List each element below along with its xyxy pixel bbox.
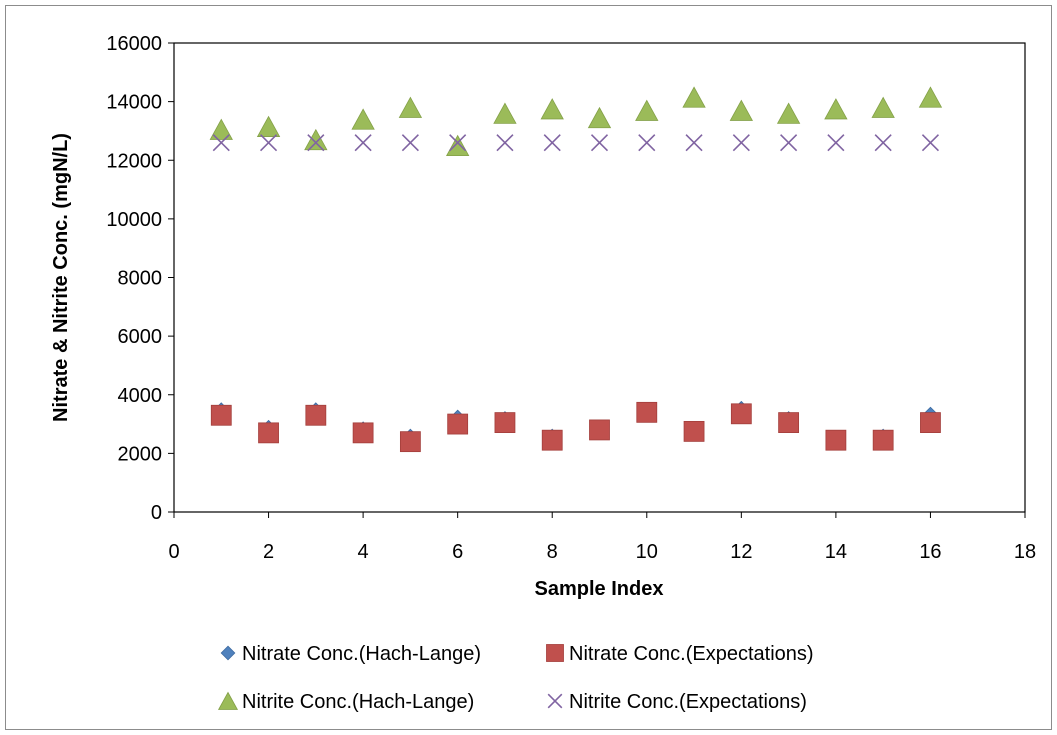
- data-point-square: [683, 420, 705, 442]
- data-point-square: [778, 412, 800, 433]
- data-point-square: [494, 412, 516, 433]
- x-axis-ticks: 0 2 4 6 8 10 12 14 16 18: [168, 512, 1036, 563]
- x-tick-label: 12: [730, 541, 752, 563]
- data-point-x: [496, 134, 514, 152]
- data-point-x: [449, 134, 467, 152]
- y-tick-label: 10000: [106, 209, 162, 231]
- data-point-triangle: [635, 99, 659, 121]
- data-point-triangle: [587, 106, 612, 129]
- data-point-x: [685, 134, 703, 152]
- data-point-triangle: [445, 134, 470, 156]
- data-point-x: [543, 134, 561, 152]
- y-tick-label: 16000: [106, 33, 162, 55]
- data-point-triangle: [540, 98, 564, 120]
- data-point-x: [590, 134, 609, 152]
- x-tick-label: 18: [1014, 541, 1036, 563]
- data-point-triangle: [209, 118, 233, 140]
- y-tick-label: 4000: [118, 385, 163, 407]
- legend-item: Nitrite Conc.(Expectations): [547, 691, 807, 713]
- data-point-triangle: [918, 86, 943, 108]
- data-point-x: [732, 134, 750, 152]
- y-tick-label: 2000: [118, 443, 163, 465]
- data-point-triangle: [351, 108, 375, 130]
- legend-marker-triangle: [217, 691, 239, 710]
- chart-frame: [5, 5, 1052, 730]
- data-point-square: [872, 429, 894, 451]
- data-point-x: [212, 134, 230, 152]
- data-point-square: [825, 429, 847, 451]
- legend-item: Nitrate Conc.(Hach-Lange): [220, 643, 481, 665]
- x-axis-title: Sample Index: [535, 578, 664, 600]
- data-point-square: [210, 404, 232, 426]
- x-tick-label: 10: [636, 541, 658, 563]
- x-tick-label: 16: [919, 541, 941, 563]
- data-point-triangle: [493, 102, 517, 124]
- data-point-triangle: [871, 96, 895, 118]
- data-point-triangle: [824, 98, 848, 120]
- legend-marker-x: [547, 693, 563, 709]
- data-point-x: [307, 134, 325, 152]
- data-markers: [209, 86, 943, 453]
- data-point-square: [399, 431, 421, 453]
- data-point-x: [354, 134, 372, 152]
- data-point-x: [780, 134, 798, 152]
- y-axis-ticks: 0 2000 4000 6000 8000 10000 12000 14000 16000: [106, 33, 174, 524]
- data-point-triangle: [304, 128, 328, 151]
- y-axis-title: Nitrate & Nitrite Conc. (mgN/L): [50, 133, 72, 422]
- series-2-points: [210, 401, 941, 453]
- data-point-triangle: [256, 115, 281, 137]
- data-point-triangle: [776, 102, 801, 124]
- x-tick-label: 2: [263, 541, 274, 563]
- data-point-x: [921, 134, 940, 152]
- legend-label: Nitrate Conc.(Expectations): [569, 643, 814, 665]
- data-point-x: [638, 134, 656, 152]
- data-point-square: [636, 401, 658, 423]
- legend-item: Nitrite Conc.(Hach-Lange): [217, 691, 474, 713]
- data-point-square: [258, 422, 279, 444]
- x-tick-label: 0: [168, 541, 179, 563]
- data-point-square: [447, 413, 469, 435]
- y-tick-label: 0: [151, 502, 162, 524]
- series-4-points: [212, 134, 940, 152]
- series-3-points: [209, 86, 943, 156]
- legend-label: Nitrate Conc.(Hach-Lange): [242, 643, 481, 665]
- data-point-triangle: [398, 96, 423, 118]
- y-tick-label: 14000: [106, 92, 162, 114]
- data-point-square: [352, 422, 374, 444]
- data-point-square: [589, 419, 610, 441]
- legend: Nitrate Conc.(Hach-Lange) Nitrate Conc.(E…: [217, 643, 814, 713]
- data-point-x: [827, 134, 845, 152]
- data-point-x: [401, 134, 419, 152]
- data-point-square: [920, 412, 941, 433]
- data-point-x: [259, 134, 278, 152]
- legend-marker-diamond: [220, 645, 236, 661]
- x-tick-label: 14: [825, 541, 847, 563]
- data-point-x: [874, 134, 892, 152]
- y-tick-label: 12000: [106, 150, 162, 172]
- data-point-triangle: [729, 99, 754, 121]
- data-point-square: [305, 404, 327, 426]
- x-tick-label: 6: [452, 541, 463, 563]
- legend-marker-square: [546, 644, 564, 662]
- data-point-triangle: [682, 86, 706, 108]
- legend-label: Nitrite Conc.(Hach-Lange): [242, 691, 474, 713]
- legend-label: Nitrite Conc.(Expectations): [569, 691, 807, 713]
- x-tick-label: 4: [358, 541, 369, 563]
- data-point-square: [730, 403, 752, 425]
- y-tick-label: 8000: [118, 268, 163, 290]
- legend-item: Nitrate Conc.(Expectations): [546, 643, 814, 665]
- x-tick-label: 8: [547, 541, 558, 563]
- data-point-square: [541, 429, 563, 451]
- y-tick-label: 6000: [118, 326, 163, 348]
